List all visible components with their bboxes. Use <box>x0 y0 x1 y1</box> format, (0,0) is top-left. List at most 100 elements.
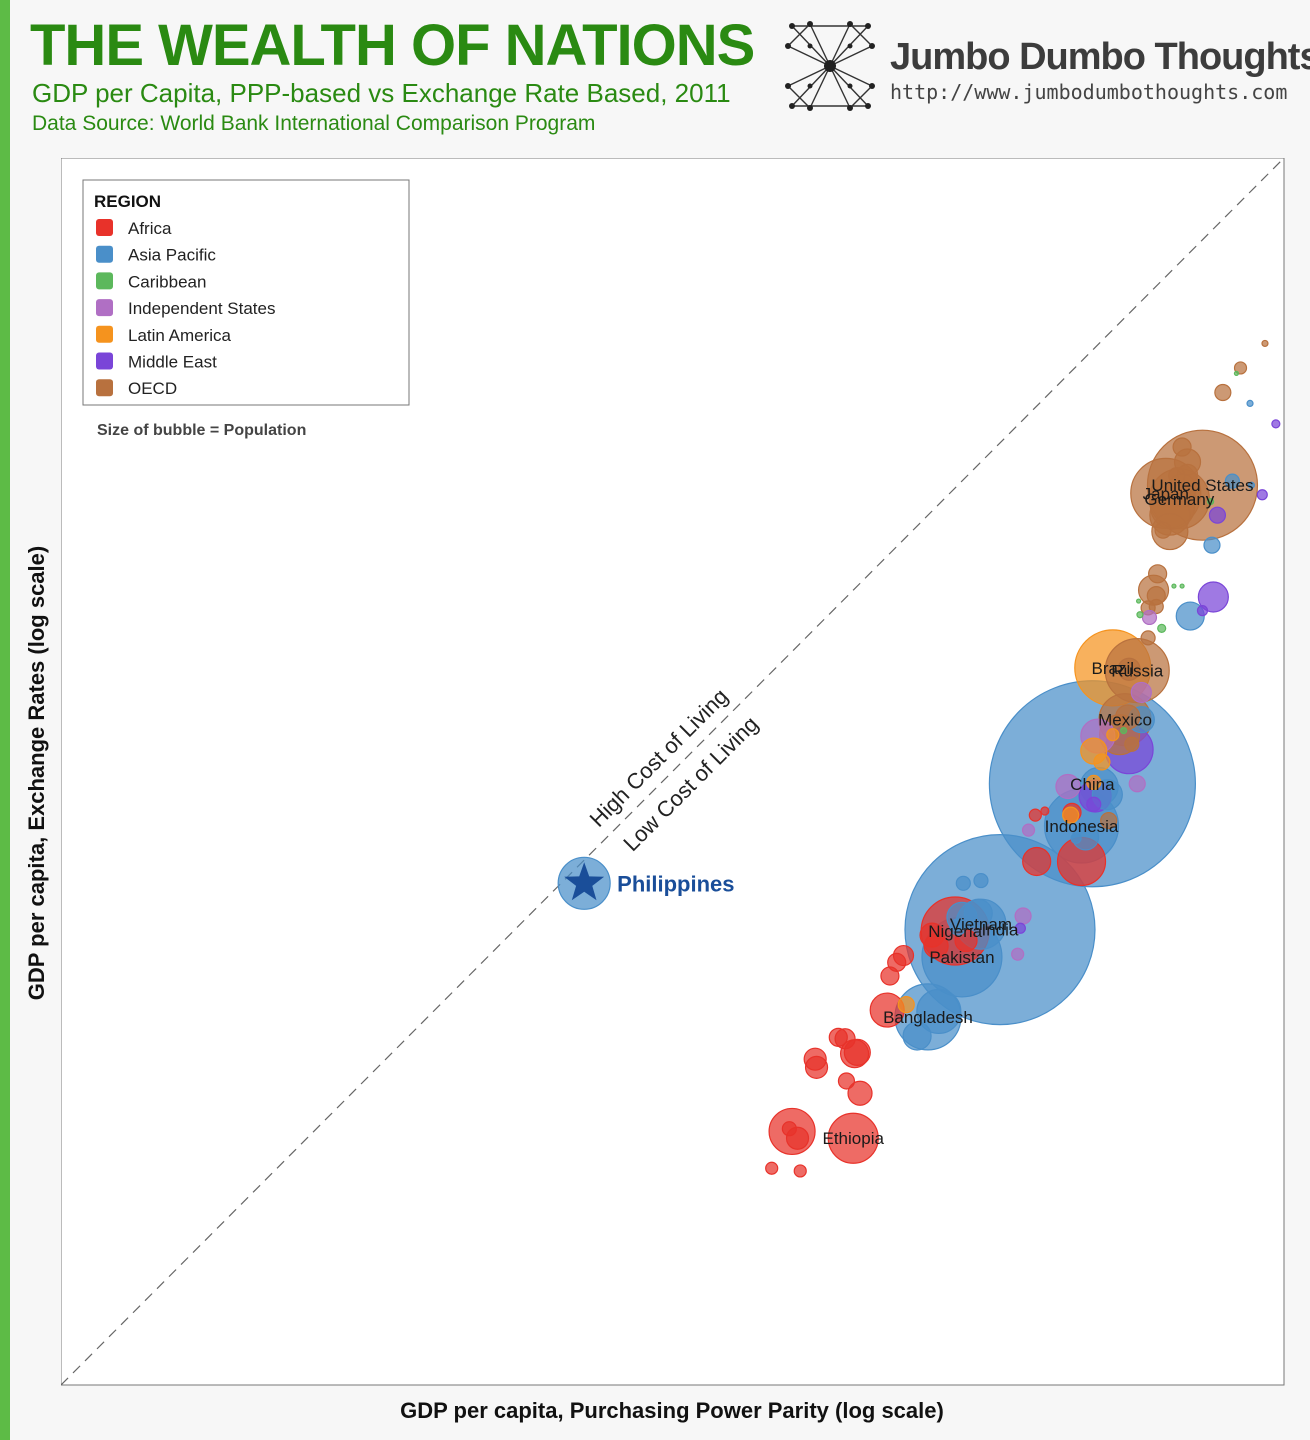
bubble-size-note: Size of bubble = Population <box>97 422 306 439</box>
label-layer: China India United States Pakistan Brazil Ind… <box>823 476 1254 1148</box>
brand-url[interactable]: http://www.jumbodumbothoughts.com <box>890 80 1288 104</box>
left-accent-stripe <box>0 0 10 1440</box>
bubble-oecd <box>1148 598 1164 615</box>
y-axis-label: GDP per capita, Exchange Rates (log scal… <box>24 545 49 1001</box>
bubble-asia-pacific <box>902 1021 932 1051</box>
bubble-asia-pacific <box>1246 399 1254 407</box>
page-title: THE WEALTH OF NATIONS <box>30 13 755 78</box>
bubble-africa <box>880 966 900 986</box>
legend-label-caribbean: Caribbean <box>128 272 206 291</box>
legend-title: REGION <box>94 192 161 211</box>
highlight-layer: Philippines <box>557 856 735 910</box>
page-subtitle: GDP per Capita, PPP-based vs Exchange Ra… <box>32 78 731 108</box>
bubble-oecd <box>1214 383 1232 402</box>
bubble-independent-states <box>1021 823 1036 837</box>
bubble-asia-pacific <box>1203 536 1221 554</box>
bubble-latin-america <box>1086 774 1102 791</box>
legend-swatch-middle-east <box>96 352 113 370</box>
legend-label-africa: Africa <box>128 219 172 238</box>
bubble-independent-states <box>1055 773 1081 800</box>
bubble-label-japan: Japan <box>1143 484 1189 503</box>
legend-label-asia-pacific: Asia Pacific <box>128 246 216 265</box>
bubble-oecd <box>1140 630 1156 646</box>
bubble-oecd <box>1168 467 1186 485</box>
bubble-caribbean <box>1135 598 1142 604</box>
bubble-asia-pacific <box>1224 473 1240 489</box>
bubble-oecd <box>1172 437 1192 457</box>
bubble-independent-states <box>1130 681 1152 704</box>
data-source: Data Source: World Bank International Co… <box>32 112 596 135</box>
bubble-africa <box>765 1161 779 1175</box>
x-axis-label: GDP per capita, Purchasing Power Parity … <box>400 1398 944 1423</box>
bubble-oecd <box>1261 339 1269 348</box>
bubble-oecd <box>1124 736 1140 752</box>
bubble-middle-east <box>1208 506 1227 524</box>
bubble-oecd <box>1117 657 1141 681</box>
bubble-label-united-states: United States <box>1151 476 1253 495</box>
bubble-africa-ethiopia <box>827 1112 879 1164</box>
bubble-middle-east <box>1271 419 1281 429</box>
legend-frame <box>82 179 410 406</box>
bubble-africa <box>828 1027 848 1047</box>
scatter-plot: China India United States Pakistan Brazil Ind… <box>61 158 1285 1386</box>
bubble-caribbean <box>1179 583 1185 589</box>
bubble-caribbean <box>1233 370 1240 377</box>
legend-swatch-africa <box>96 219 113 236</box>
highlight-label: Philippines <box>617 871 734 896</box>
bubble-africa <box>804 1055 829 1079</box>
bubble-oecd <box>1115 704 1141 730</box>
legend-label-independent-states: Independent States <box>128 299 275 318</box>
bubble-asia-pacific <box>949 918 967 936</box>
bubble-label-brazil: Brazil <box>1092 659 1135 678</box>
bubble-label-bangladesh: Bangladesh <box>883 1008 973 1027</box>
bubble-africa <box>1040 806 1050 816</box>
bubble-caribbean <box>1171 583 1177 589</box>
bubble-oecd <box>1154 521 1172 539</box>
highlight-star-icon <box>564 862 605 901</box>
legend-swatch-asia-pacific <box>96 245 113 263</box>
bubble-asia-pacific <box>1070 832 1082 844</box>
bubble-label-mexico: Mexico <box>1098 711 1152 730</box>
bubble-caribbean <box>1207 497 1215 506</box>
bubble-africa <box>923 933 949 959</box>
bubble-middle-east <box>1197 581 1229 613</box>
bubble-layer <box>765 339 1281 1178</box>
bubble-label-germany: Germany <box>1144 490 1214 509</box>
bubble-middle-east <box>1256 489 1268 501</box>
legend-label-middle-east: Middle East <box>128 353 217 372</box>
legend-swatch-caribbean <box>96 272 113 290</box>
bubble-asia-pacific <box>1247 481 1255 489</box>
bubble-africa <box>1022 846 1052 877</box>
legend-entries: Africa Asia Pacific Caribbean Independent S… <box>96 219 275 398</box>
bubble-asia-pacific <box>955 875 971 891</box>
bubble-independent-states <box>1128 775 1146 793</box>
bubble-caribbean <box>1157 623 1167 633</box>
bubble-label-ethiopia: Ethiopia <box>823 1129 885 1148</box>
bubble-africa <box>837 1072 856 1090</box>
bubble-asia-pacific <box>963 898 993 928</box>
legend-swatch-oecd <box>96 379 113 397</box>
bubble-caribbean <box>1136 611 1144 619</box>
bubble-africa <box>793 1164 807 1178</box>
bubble-africa <box>781 1121 797 1137</box>
bubble-latin-america <box>1093 753 1111 771</box>
bubble-oecd <box>1100 811 1118 830</box>
bubble-middle-east <box>1196 605 1209 617</box>
legend-label-latin-america: Latin America <box>128 326 232 345</box>
bubble-label-nigeria: Nigeria <box>928 922 982 941</box>
bubble-latin-america <box>1106 728 1120 742</box>
bubble-independent-states <box>1141 609 1158 626</box>
bubble-label-russia: Russia <box>1111 662 1164 681</box>
legend-box: REGION Africa Asia Pacific Caribbean Indepe… <box>82 179 410 406</box>
brand-name: Jumbo Dumbo Thoughts <box>890 36 1310 78</box>
bubble-caribbean <box>1120 726 1128 735</box>
bubble-africa <box>847 1080 873 1106</box>
legend-swatch-independent-states <box>96 299 113 317</box>
bubble-latin-america <box>897 996 915 1014</box>
legend-label-oecd: OECD <box>128 379 177 398</box>
bubble-oecd <box>1148 564 1168 584</box>
bubble-label-india: India <box>982 921 1019 940</box>
bubble-independent-states <box>1011 947 1025 961</box>
bubble-latin-america <box>1062 806 1080 824</box>
bubble-middle-east <box>1014 922 1026 934</box>
